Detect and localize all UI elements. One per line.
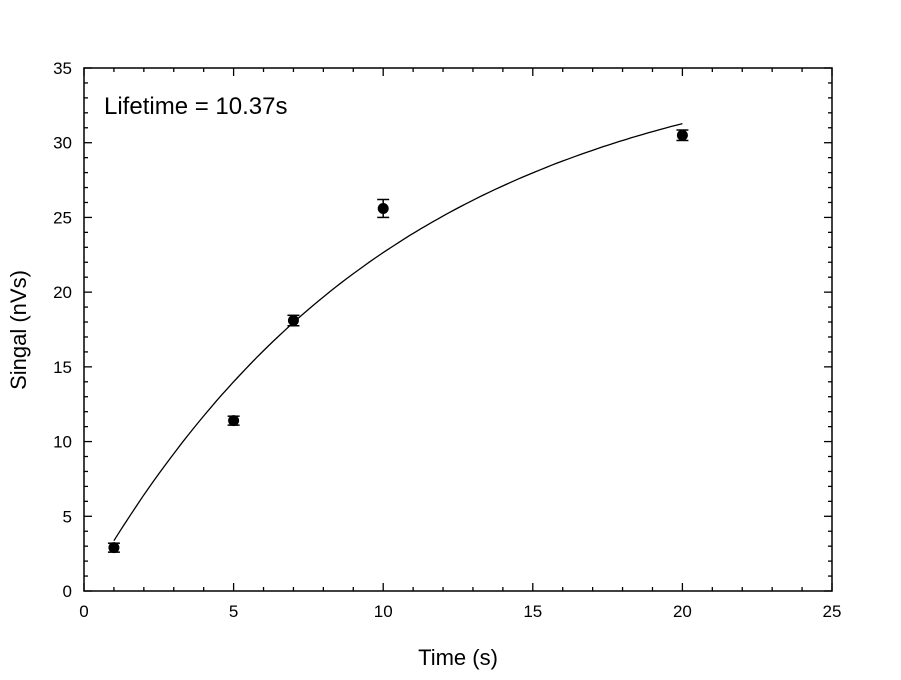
data-points [107, 129, 689, 554]
axis-ticks [83, 67, 833, 592]
x-tick-label: 0 [79, 602, 88, 621]
data-point [377, 202, 389, 214]
y-axis-label: Singal (nVs) [6, 270, 31, 390]
y-tick-label: 5 [63, 507, 72, 526]
x-tick-label: 20 [673, 602, 692, 621]
y-tick-label: 15 [53, 358, 72, 377]
x-tick-label: 25 [823, 602, 842, 621]
data-point [287, 315, 299, 327]
x-axis-label: Time (s) [418, 645, 498, 670]
data-point [676, 129, 688, 141]
fit-curve [113, 122, 683, 542]
y-tick-label: 30 [53, 134, 72, 153]
y-tick-label: 20 [53, 283, 72, 302]
y-tick-label: 10 [53, 433, 72, 452]
data-point [108, 542, 120, 554]
data-point [228, 415, 240, 427]
y-tick-label: 35 [53, 59, 72, 78]
y-tick-label: 25 [53, 208, 72, 227]
x-tick-label: 5 [229, 602, 238, 621]
y-tick-label: 0 [63, 582, 72, 601]
annotation-lifetime: Lifetime = 10.37s [104, 93, 287, 120]
plot-frame [83, 67, 833, 592]
x-tick-label: 15 [523, 602, 542, 621]
tick-labels: 0 5 10 15 20 25 0 5 10 15 20 25 30 35 [53, 59, 841, 621]
x-tick-label: 10 [374, 602, 393, 621]
